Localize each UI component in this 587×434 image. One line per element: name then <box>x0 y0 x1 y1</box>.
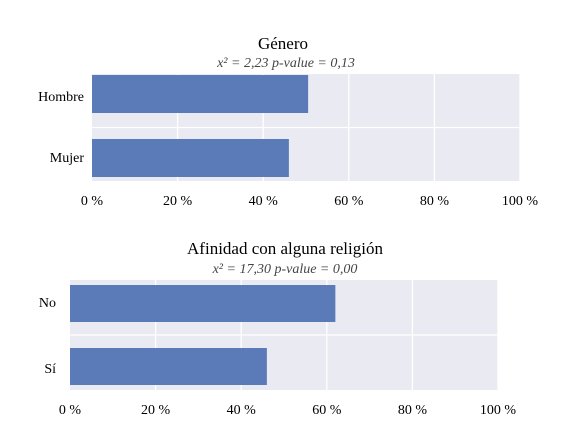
bars <box>70 285 336 385</box>
x-tick-20: 20 % <box>163 194 193 209</box>
chart-title: Género <box>258 34 308 53</box>
x-tick-labels: 0 % 20 % 40 % 60 % 80 % 100 % <box>59 403 517 418</box>
category-label-mujer: Mujer <box>50 151 85 166</box>
x-tick-60: 60 % <box>312 403 342 418</box>
x-tick-20: 20 % <box>141 403 171 418</box>
bar-hombre <box>92 75 309 113</box>
x-tick-80: 80 % <box>398 403 428 418</box>
x-tick-100: 100 % <box>502 194 539 209</box>
x-tick-100: 100 % <box>480 403 517 418</box>
chart-subtitle: x² = 17,30 p-value = 0,00 <box>212 262 358 277</box>
bars <box>92 75 309 177</box>
x-tick-60: 60 % <box>334 194 364 209</box>
chart-title: Afinidad con alguna religión <box>187 239 383 258</box>
bar-no <box>70 285 336 322</box>
category-label-no: No <box>39 296 56 311</box>
x-tick-80: 80 % <box>420 194 450 209</box>
bar-sí <box>70 348 267 385</box>
x-tick-0: 0 % <box>59 403 82 418</box>
x-tick-labels: 0 % 20 % 40 % 60 % 80 % 100 % <box>81 194 539 209</box>
category-label-si: Sí <box>44 362 56 377</box>
chart-subtitle: x² = 2,23 p-value = 0,13 <box>216 56 355 71</box>
x-tick-40: 40 % <box>249 194 279 209</box>
x-tick-40: 40 % <box>227 403 257 418</box>
chart-afinidad: Afinidad con alguna religión x² = 17,30 … <box>39 239 517 418</box>
x-tick-0: 0 % <box>81 194 104 209</box>
category-label-hombre: Hombre <box>38 90 84 105</box>
chart-genero: Género x² = 2,23 p-value = 0,13 Hombre M… <box>38 34 538 209</box>
bar-mujer <box>92 139 289 177</box>
